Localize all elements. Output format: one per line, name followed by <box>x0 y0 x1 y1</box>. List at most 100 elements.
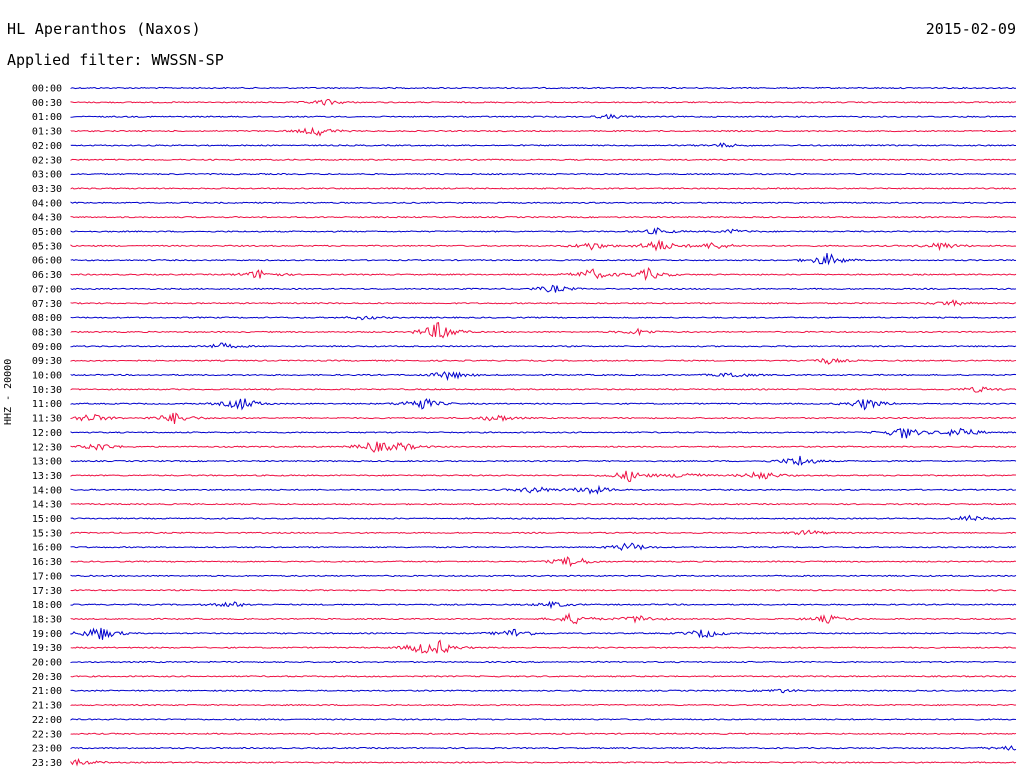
time-label-0730: 07:30 <box>32 299 62 310</box>
trace-1130 <box>70 412 1017 425</box>
time-label-1700: 17:00 <box>32 571 62 582</box>
time-label-1000: 10:00 <box>32 371 62 382</box>
time-label-0500: 05:00 <box>32 227 62 238</box>
time-label-1630: 16:30 <box>32 557 62 568</box>
time-label-2300: 23:00 <box>32 744 62 755</box>
station-title: HL Aperanthos (Naxos) <box>7 20 201 38</box>
time-label-0930: 09:30 <box>32 356 62 367</box>
time-label-0400: 04:00 <box>32 198 62 209</box>
trace-2300 <box>70 745 1017 751</box>
time-label-1500: 15:00 <box>32 514 62 525</box>
trace-1600 <box>70 542 1017 552</box>
trace-0930 <box>70 357 1017 365</box>
time-label-2030: 20:30 <box>32 672 62 683</box>
time-label-0200: 02:00 <box>32 141 62 152</box>
time-label-0330: 03:30 <box>32 184 62 195</box>
time-label-1130: 11:30 <box>32 414 62 425</box>
time-label-0230: 02:30 <box>32 155 62 166</box>
trace-1700 <box>70 574 1017 578</box>
time-label-2330: 23:30 <box>32 758 62 769</box>
trace-0400 <box>70 201 1017 204</box>
trace-0700 <box>70 284 1017 293</box>
time-label-1430: 14:30 <box>32 500 62 511</box>
time-label-0430: 04:30 <box>32 213 62 224</box>
time-label-1200: 12:00 <box>32 428 62 439</box>
trace-1900 <box>70 627 1017 640</box>
trace-2100 <box>70 688 1017 694</box>
time-label-0000: 00:00 <box>32 84 62 95</box>
time-label-2200: 22:00 <box>32 715 62 726</box>
time-label-0130: 01:30 <box>32 127 62 138</box>
time-label-1400: 14:00 <box>32 485 62 496</box>
trace-2330 <box>70 757 1017 767</box>
trace-1830 <box>70 612 1017 625</box>
time-label-1900: 19:00 <box>32 629 62 640</box>
trace-0900 <box>70 342 1017 349</box>
time-label-2130: 21:30 <box>32 701 62 712</box>
trace-2030 <box>70 675 1017 678</box>
trace-0100 <box>70 113 1017 120</box>
time-label-0830: 08:30 <box>32 327 62 338</box>
trace-0530 <box>70 239 1017 252</box>
trace-1100 <box>70 398 1017 411</box>
trace-0230 <box>70 158 1017 161</box>
time-label-1930: 19:30 <box>32 643 62 654</box>
time-label-0700: 07:00 <box>32 284 62 295</box>
time-label-1830: 18:30 <box>32 614 62 625</box>
trace-1200 <box>70 427 1017 439</box>
trace-0430 <box>70 215 1017 219</box>
trace-0800 <box>70 315 1017 321</box>
time-label-2000: 20:00 <box>32 658 62 669</box>
time-label-1300: 13:00 <box>32 457 62 468</box>
trace-0600 <box>70 253 1017 266</box>
trace-2230 <box>70 732 1017 735</box>
time-label-0600: 06:00 <box>32 256 62 267</box>
trace-0300 <box>70 172 1017 176</box>
trace-0030 <box>70 99 1017 106</box>
trace-0000 <box>70 86 1017 90</box>
trace-2000 <box>70 660 1017 664</box>
trace-1230 <box>70 441 1017 453</box>
time-label-1330: 13:30 <box>32 471 62 482</box>
filter-label: Applied filter: WWSSN-SP <box>7 51 224 69</box>
trace-1030 <box>70 386 1017 393</box>
trace-2130 <box>70 703 1017 707</box>
time-label-0530: 05:30 <box>32 241 62 252</box>
time-label-0630: 06:30 <box>32 270 62 281</box>
trace-0730 <box>70 299 1017 307</box>
trace-1530 <box>70 529 1017 536</box>
trace-0200 <box>70 142 1017 149</box>
time-labels: 00:00 00:30 01:00 01:30 02:00 02:30 03:00 03:30… <box>32 84 62 769</box>
traces <box>70 86 1017 767</box>
trace-2200 <box>70 718 1017 721</box>
time-label-2100: 21:00 <box>32 686 62 697</box>
trace-1000 <box>70 371 1017 382</box>
trace-1500 <box>70 514 1017 522</box>
trace-1300 <box>70 455 1017 466</box>
trace-1730 <box>70 589 1017 592</box>
trace-1330 <box>70 470 1017 483</box>
trace-1630 <box>70 556 1017 568</box>
time-label-1730: 17:30 <box>32 586 62 597</box>
time-label-0300: 03:00 <box>32 170 62 181</box>
trace-1800 <box>70 600 1017 610</box>
trace-1400 <box>70 484 1017 495</box>
trace-0130 <box>70 126 1017 137</box>
time-label-0900: 09:00 <box>32 342 62 353</box>
time-label-1100: 11:00 <box>32 399 62 410</box>
time-label-2230: 22:30 <box>32 729 62 740</box>
time-label-1530: 15:30 <box>32 528 62 539</box>
time-label-1030: 10:30 <box>32 385 62 396</box>
date-label: 2015-02-09 <box>925 20 1016 38</box>
time-label-1600: 16:00 <box>32 543 62 554</box>
trace-1430 <box>70 502 1017 506</box>
trace-0500 <box>70 227 1017 236</box>
trace-0630 <box>70 266 1017 282</box>
time-label-0800: 08:00 <box>32 313 62 324</box>
trace-0830 <box>70 321 1017 339</box>
trace-0330 <box>70 187 1017 190</box>
time-label-0100: 01:00 <box>32 112 62 123</box>
time-label-1800: 18:00 <box>32 600 62 611</box>
time-label-0030: 00:30 <box>32 98 62 109</box>
